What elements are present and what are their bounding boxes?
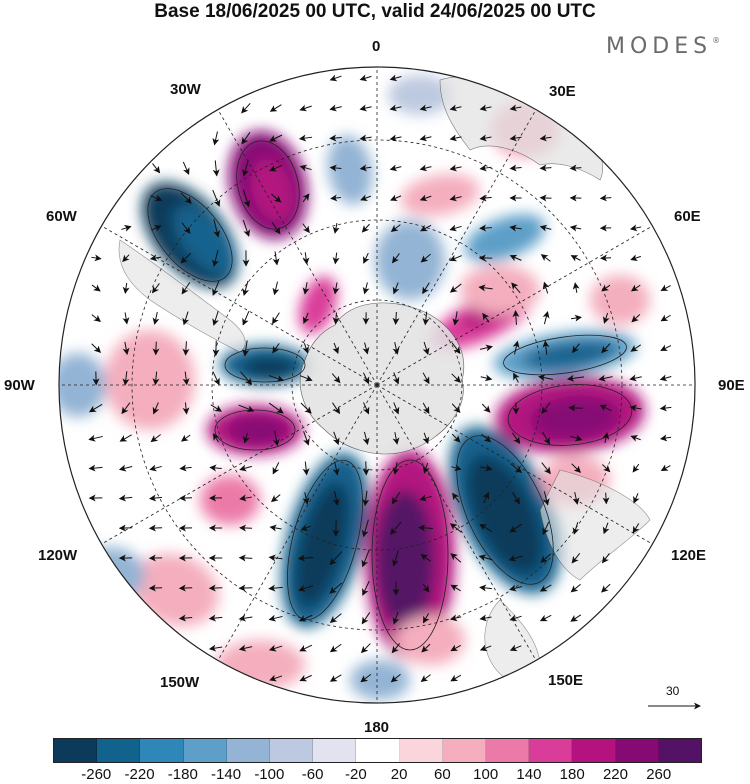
colorbar-tick-label: -260 <box>81 766 111 783</box>
colorbar-tick-label: 60 <box>434 766 451 783</box>
wind-arrow <box>156 342 157 355</box>
wind-arrow <box>180 498 192 499</box>
colorbar-bin <box>659 739 701 762</box>
lon-label-150e: 150E <box>548 672 583 689</box>
colorbar-tick-label: 260 <box>646 766 671 783</box>
lon-label-180: 180 <box>364 719 389 736</box>
wind-arrow <box>210 588 223 589</box>
wind-arrow <box>606 493 607 504</box>
lon-label-30w: 30W <box>170 81 201 98</box>
colorbar-tick-label: 220 <box>603 766 628 783</box>
wind-arrow <box>366 461 367 474</box>
colorbar-bin <box>270 739 313 762</box>
colorbar-bin <box>572 739 615 762</box>
lon-label-30e: 30E <box>549 83 576 100</box>
colorbar-bin <box>97 739 140 762</box>
lon-label-90w: 90W <box>4 377 35 394</box>
lon-label-120w: 120W <box>38 547 77 564</box>
wind-arrow <box>601 258 611 259</box>
anomaly-region <box>75 547 145 603</box>
colorbar-tick-label: 140 <box>516 766 541 783</box>
colorbar-bin <box>313 739 356 762</box>
anomaly-region <box>105 330 195 430</box>
anomaly-region <box>460 265 540 315</box>
wind-arrow <box>541 168 552 169</box>
anomaly-region <box>590 275 650 325</box>
anomaly-region <box>228 415 288 445</box>
colorbar-tick-label: -220 <box>125 766 155 783</box>
anomaly-region <box>350 660 410 700</box>
colorbar-bin <box>400 739 443 762</box>
lon-label-0: 0 <box>372 38 380 55</box>
colorbar-tick-label: -140 <box>211 766 241 783</box>
wind-arrow <box>569 408 582 409</box>
colorbar-bin <box>529 739 572 762</box>
colorbar-bin <box>184 739 227 762</box>
anomaly-region <box>200 475 260 525</box>
wind-arrow <box>541 198 552 199</box>
wind-arrow <box>240 558 253 559</box>
colorbar-bin <box>486 739 529 762</box>
wind-arrow <box>240 588 253 589</box>
colorbar-bin <box>140 739 183 762</box>
wind-arrow <box>180 588 192 589</box>
lon-label-90e: 90E <box>718 377 745 394</box>
colorbar-tick-label: 180 <box>560 766 585 783</box>
anomaly-region <box>395 615 465 665</box>
colorbar-tick-label: 20 <box>391 766 408 783</box>
colorbar-bin <box>443 739 486 762</box>
wind-arrow <box>150 528 162 529</box>
colorbar-tick-label: -60 <box>302 766 324 783</box>
colorbar <box>53 738 702 763</box>
lon-label-150w: 150W <box>160 674 199 691</box>
colorbar-tick-label: -180 <box>168 766 198 783</box>
colorbar-bin <box>54 739 97 762</box>
anomaly-region <box>375 490 435 630</box>
colorbar-bin <box>616 739 659 762</box>
colorbar-tick-label: -20 <box>345 766 367 783</box>
colorbar-bin <box>227 739 270 762</box>
reference-wind-value: 30 <box>666 684 679 698</box>
lon-label-120e: 120E <box>671 547 706 564</box>
lon-label-60e: 60E <box>674 208 701 225</box>
colorbar-bin <box>356 739 399 762</box>
lon-label-60w: 60W <box>46 208 77 225</box>
colorbar-ticks: -260 -220 -180 -140 -100 -60 -20 20 60 100 140 180 2… <box>0 766 750 784</box>
colorbar-tick-label: -100 <box>254 766 284 783</box>
anomaly-region <box>375 220 445 300</box>
colorbar-tick-label: 100 <box>473 766 498 783</box>
anomaly-region <box>215 640 305 690</box>
polar-map <box>0 0 750 735</box>
wind-arrow <box>480 228 492 229</box>
